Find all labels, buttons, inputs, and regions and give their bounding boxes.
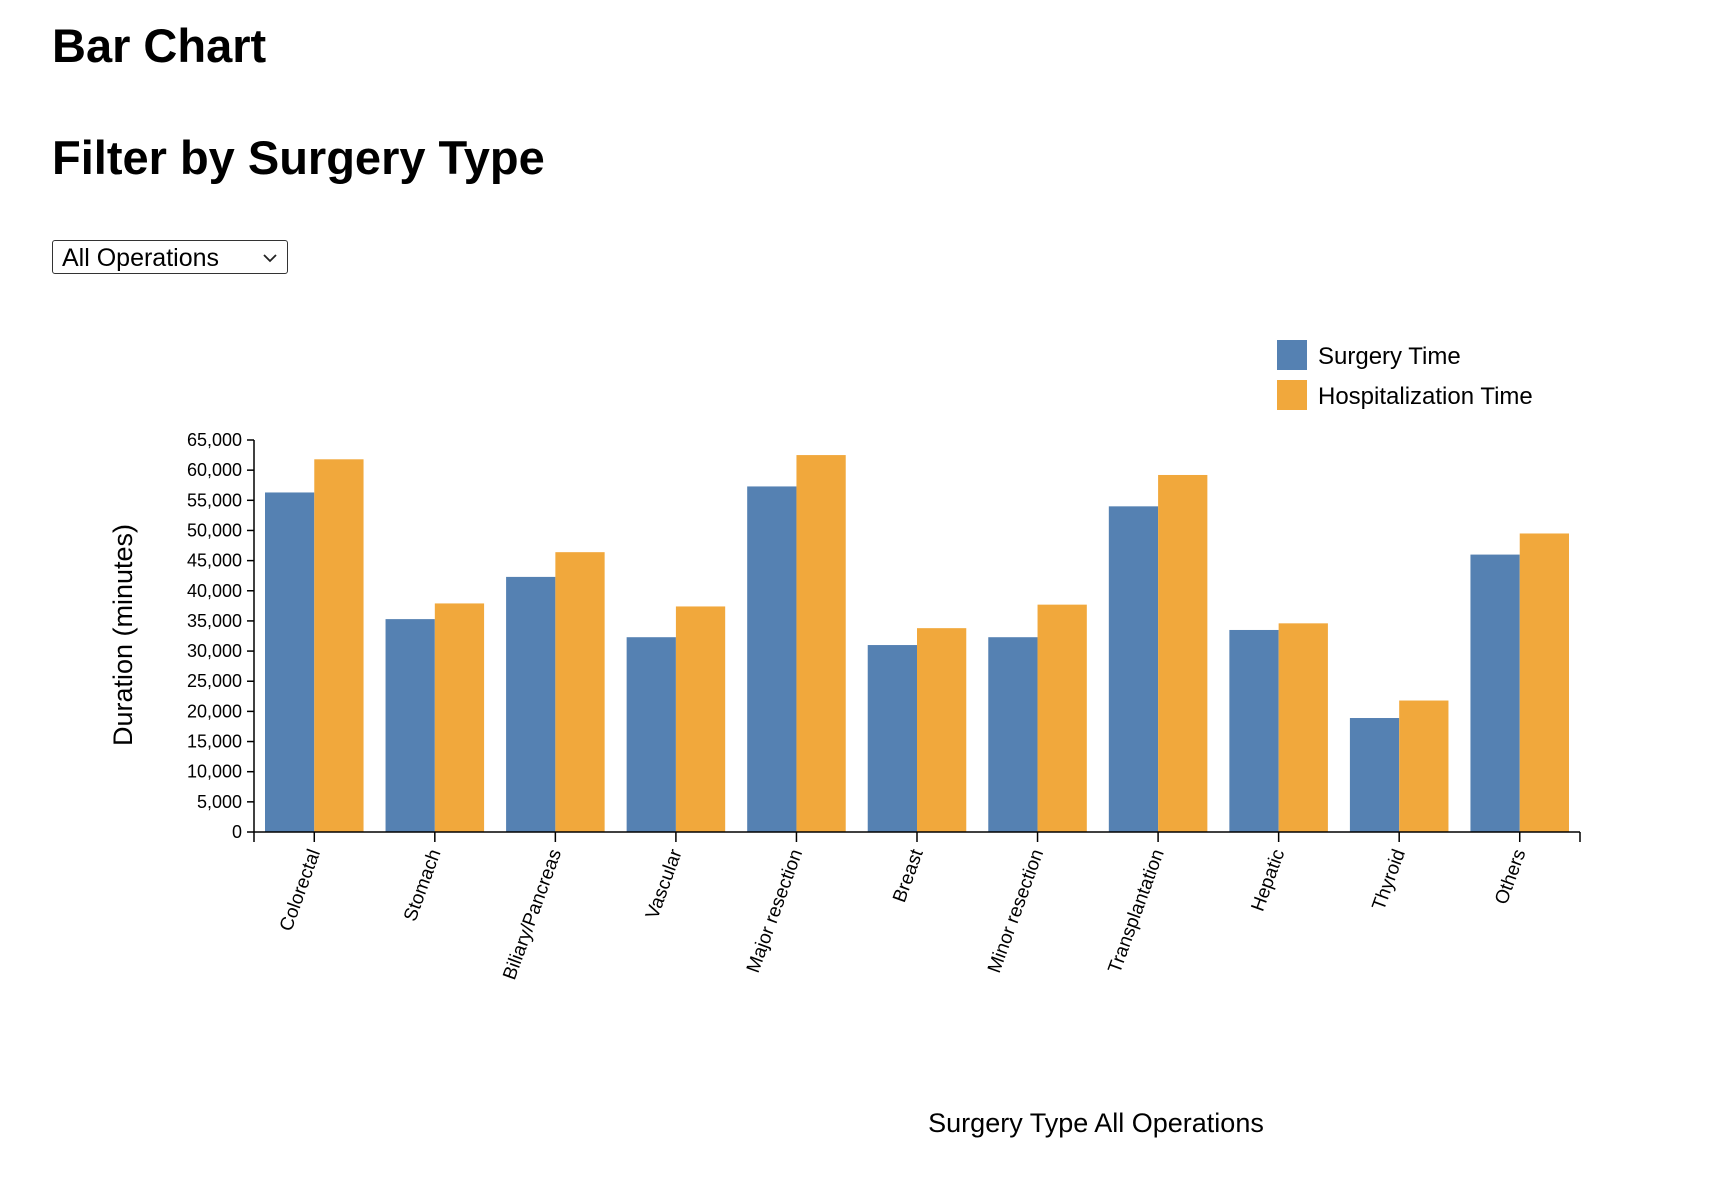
y-axis-label: Duration (minutes): [108, 524, 138, 746]
filter-title: Filter by Surgery Type: [52, 131, 545, 184]
legend-swatch: [1277, 340, 1307, 370]
x-tick-label: Minor resection: [984, 847, 1048, 976]
bar-surgery-time[interactable]: [1108, 506, 1159, 832]
bar-surgery-time[interactable]: [747, 486, 797, 832]
y-tick-label: 10,000: [187, 762, 242, 782]
x-axis: Colorectal Stomach Biliary/Pancreas Vascula…: [253, 831, 1581, 983]
x-tick-label: Transplantation: [1105, 847, 1169, 977]
x-tick-label: Breast: [889, 846, 928, 905]
legend-label: Hospitalization Time: [1318, 383, 1533, 410]
bar-hospitalization-time[interactable]: [1158, 474, 1208, 832]
y-tick-label: 20,000: [187, 701, 242, 721]
bar-surgery-time[interactable]: [385, 619, 435, 832]
x-tick-label: Thyroid: [1368, 847, 1409, 914]
x-axis-label: Surgery Type All Operations: [928, 1108, 1264, 1138]
y-tick-label: 55,000: [187, 490, 242, 510]
y-tick-label: 60,000: [187, 460, 242, 480]
legend-swatch: [1277, 380, 1307, 410]
bar-surgery-time[interactable]: [988, 637, 1038, 832]
y-tick-label: 45,000: [187, 551, 242, 571]
bar-hospitalization-time[interactable]: [1037, 604, 1087, 832]
page-title: Bar Chart: [52, 19, 267, 72]
chevron-down-icon: [263, 254, 277, 263]
bar-hospitalization-time[interactable]: [434, 603, 485, 832]
x-tick-label: Vascular: [642, 846, 687, 922]
bar-surgery-time[interactable]: [626, 637, 676, 832]
bar-hospitalization-time[interactable]: [1519, 533, 1569, 832]
y-tick-label: 0: [232, 822, 242, 842]
x-tick-label: Stomach: [400, 847, 445, 925]
bar-hospitalization-time[interactable]: [1399, 700, 1449, 832]
y-tick-label: 65,000: [187, 430, 242, 450]
y-axis: 0 5,000 10,000 15,000 20,000 25,000 30,000 35,0…: [187, 430, 255, 842]
y-tick-label: 5,000: [197, 792, 242, 812]
y-tick-label: 25,000: [187, 671, 242, 691]
surgery-type-select-value: All Operations: [62, 244, 220, 272]
y-tick-label: 15,000: [187, 732, 242, 752]
bar-surgery-time[interactable]: [1470, 554, 1520, 832]
legend-label: Surgery Time: [1318, 343, 1461, 370]
bar-hospitalization-time[interactable]: [1278, 623, 1328, 832]
x-tick-label: Major resection: [743, 847, 807, 976]
bar-surgery-time[interactable]: [506, 576, 556, 832]
x-tick-label: Others: [1491, 847, 1530, 908]
bar-hospitalization-time[interactable]: [675, 606, 726, 832]
bar-hospitalization-time[interactable]: [796, 455, 846, 832]
bar-surgery-time[interactable]: [867, 645, 917, 832]
bar-surgery-time[interactable]: [265, 492, 315, 832]
bar-surgery-time[interactable]: [1349, 718, 1400, 832]
surgery-type-select[interactable]: All Operations: [52, 240, 288, 274]
x-tick-label: Colorectal: [276, 847, 325, 935]
x-tick-label: Hepatic: [1248, 847, 1290, 915]
y-tick-label: 30,000: [187, 641, 242, 661]
y-tick-label: 40,000: [187, 581, 242, 601]
bar-hospitalization-time[interactable]: [917, 628, 967, 832]
bar-hospitalization-time[interactable]: [314, 459, 364, 832]
bar-hospitalization-time[interactable]: [555, 552, 605, 832]
bars: [265, 455, 1569, 832]
y-tick-label: 35,000: [187, 611, 242, 631]
legend: Surgery Time Hospitalization Time: [1277, 340, 1533, 410]
bar-surgery-time[interactable]: [1229, 629, 1279, 832]
x-tick-label: Biliary/Pancreas: [499, 847, 566, 983]
y-tick-label: 50,000: [187, 520, 242, 540]
